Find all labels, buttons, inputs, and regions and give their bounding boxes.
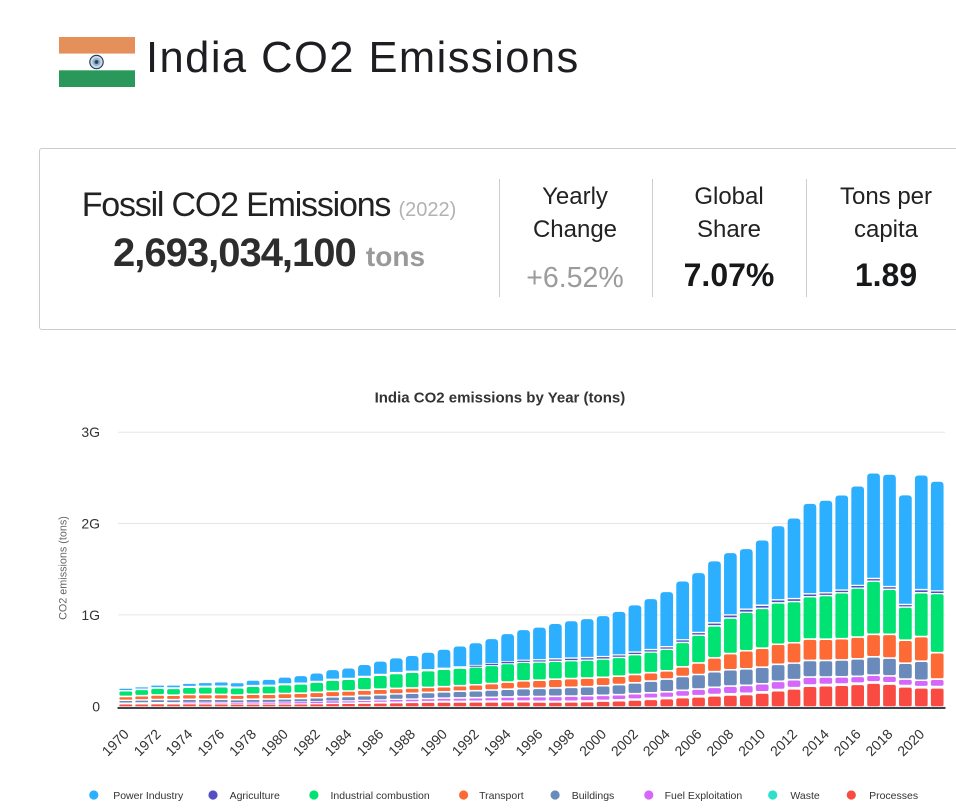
svg-text:Transport: Transport — [479, 790, 524, 802]
svg-text:0: 0 — [92, 698, 100, 714]
svg-text:1984: 1984 — [321, 726, 354, 759]
svg-text:1992: 1992 — [449, 726, 482, 759]
svg-text:2018: 2018 — [862, 726, 895, 759]
svg-text:CO2 emissions (tons): CO2 emissions (tons) — [58, 516, 70, 620]
svg-text:2004: 2004 — [640, 726, 673, 759]
svg-text:2002: 2002 — [608, 726, 641, 759]
svg-text:1994: 1994 — [480, 726, 513, 759]
svg-text:2008: 2008 — [703, 726, 736, 759]
svg-text:1990: 1990 — [417, 726, 450, 759]
svg-text:Power Industry: Power Industry — [113, 790, 184, 802]
svg-text:3G: 3G — [81, 424, 100, 440]
svg-text:1G: 1G — [81, 607, 100, 623]
svg-text:India CO2 emissions by Year (t: India CO2 emissions by Year (tons) — [375, 390, 626, 407]
svg-text:1978: 1978 — [226, 726, 259, 759]
svg-text:2006: 2006 — [671, 726, 704, 759]
svg-text:Fuel Exploitation: Fuel Exploitation — [665, 790, 743, 802]
svg-text:1996: 1996 — [512, 726, 545, 759]
svg-text:Industrial combustion: Industrial combustion — [331, 790, 430, 802]
svg-text:Waste: Waste — [790, 790, 820, 802]
svg-text:1998: 1998 — [544, 726, 577, 759]
svg-text:Buildings: Buildings — [572, 790, 615, 802]
svg-text:2016: 2016 — [830, 726, 863, 759]
svg-text:1976: 1976 — [194, 726, 227, 759]
svg-text:1974: 1974 — [162, 726, 195, 759]
svg-text:Agriculture: Agriculture — [230, 790, 280, 802]
svg-text:2000: 2000 — [576, 726, 609, 759]
svg-text:1972: 1972 — [130, 726, 163, 759]
svg-text:1970: 1970 — [99, 726, 132, 759]
svg-text:2014: 2014 — [799, 726, 832, 759]
svg-text:1980: 1980 — [258, 726, 291, 759]
svg-text:1988: 1988 — [385, 726, 418, 759]
svg-text:2012: 2012 — [767, 726, 800, 759]
svg-text:1986: 1986 — [353, 726, 386, 759]
svg-text:Processes: Processes — [869, 790, 918, 802]
svg-text:2G: 2G — [81, 516, 100, 532]
svg-text:2010: 2010 — [735, 726, 768, 759]
svg-text:1982: 1982 — [289, 726, 322, 759]
svg-text:2020: 2020 — [894, 726, 927, 759]
